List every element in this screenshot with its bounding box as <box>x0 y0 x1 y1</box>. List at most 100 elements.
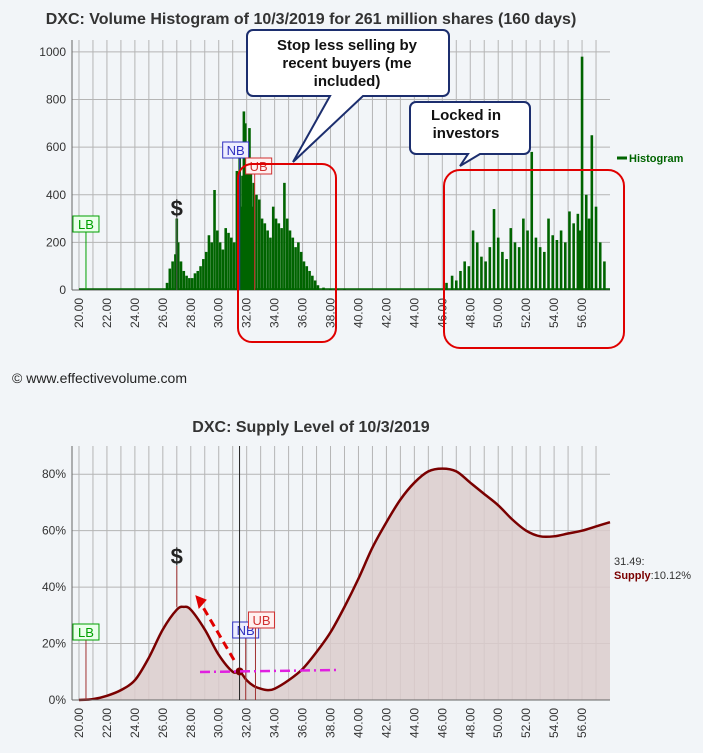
histogram-bar <box>243 123 247 290</box>
histogram-bar <box>505 259 508 290</box>
histogram-bar <box>199 266 202 290</box>
histogram-bar <box>459 270 462 290</box>
histogram-bar <box>227 232 230 290</box>
x-tick-label: 26.00 <box>156 708 170 738</box>
histogram-bar <box>260 218 264 290</box>
current-supply-readout: Supply:10.12% <box>614 570 691 582</box>
histogram-bar <box>311 275 314 290</box>
y-tick-label: 1000 <box>39 45 66 59</box>
histogram-bar <box>559 230 563 290</box>
highlight-box-recent-buyers <box>237 163 337 343</box>
histogram-bar <box>235 170 239 290</box>
annotation-label: NB <box>227 143 245 158</box>
x-tick-label: 28.00 <box>184 708 198 738</box>
x-tick-label: 24.00 <box>128 708 142 738</box>
histogram-bar <box>336 289 339 290</box>
callout-text: Stop less selling by <box>277 37 418 54</box>
histogram-bar <box>526 230 529 290</box>
y-tick-label: 80% <box>42 467 66 481</box>
callout-text: investors <box>433 125 500 142</box>
x-tick-label: 46.00 <box>435 708 449 738</box>
histogram-bar <box>277 223 281 290</box>
histogram-bar <box>322 287 325 290</box>
histogram-bar <box>329 288 332 290</box>
histogram-bar <box>221 249 225 290</box>
trend-arrow-line <box>198 601 236 661</box>
histogram-bar <box>274 218 278 290</box>
histogram-title: DXC: Volume Histogram of 10/3/2019 for 2… <box>46 11 577 28</box>
histogram-bar <box>568 211 571 290</box>
histogram-bar <box>492 209 496 290</box>
y-tick-label: 40% <box>42 580 66 594</box>
supply-title: DXC: Supply Level of 10/3/2019 <box>192 419 430 436</box>
histogram-bar <box>242 111 246 290</box>
x-tick-label: 54.00 <box>547 298 561 328</box>
histogram-bar <box>471 230 475 290</box>
histogram-bar <box>230 237 233 290</box>
histogram-bar <box>294 247 297 290</box>
histogram-bar <box>216 230 219 290</box>
histogram-bar <box>598 242 602 290</box>
x-tick-label: 52.00 <box>519 298 533 328</box>
y-tick-label: 600 <box>46 140 66 154</box>
histogram-bar <box>580 56 584 290</box>
callout-text: recent buyers (me <box>282 55 411 72</box>
x-tick-label: 22.00 <box>100 298 114 328</box>
histogram-bar <box>266 230 269 290</box>
copyright-text: © www.effectivevolume.com <box>12 370 188 386</box>
supply-line <box>78 467 611 702</box>
y-tick-label: 800 <box>46 93 66 107</box>
histogram-bar <box>171 261 174 290</box>
x-tick-label: 46.00 <box>435 298 449 328</box>
annotation-box <box>222 141 250 159</box>
y-tick-label: 400 <box>46 188 66 202</box>
histogram-bar <box>196 270 200 290</box>
x-tick-label: 34.00 <box>268 708 282 738</box>
y-tick-label: 0 <box>59 283 66 297</box>
histogram-bar <box>232 242 236 290</box>
x-tick-label: 32.00 <box>240 298 254 328</box>
histogram-bar <box>445 282 448 290</box>
histogram-bar <box>210 242 214 290</box>
histogram-bar <box>563 242 567 290</box>
callout-text: included) <box>314 73 381 90</box>
current-supply-marker <box>235 667 244 676</box>
supply-area <box>78 468 611 700</box>
histogram-bar <box>467 266 471 290</box>
x-tick-label: 42.00 <box>379 708 393 738</box>
histogram-bar <box>576 213 580 290</box>
histogram-bar <box>513 242 517 290</box>
histogram-bar <box>249 173 253 290</box>
histogram-bar <box>271 206 275 290</box>
legend-label: Histogram <box>629 153 684 165</box>
annotation-box <box>72 215 100 233</box>
histogram-bar <box>584 194 588 290</box>
x-tick-label: 20.00 <box>72 298 86 328</box>
histogram-bar <box>530 151 534 290</box>
x-tick-label: 26.00 <box>156 298 170 328</box>
histogram-bar <box>288 230 292 290</box>
histogram-bar <box>218 242 222 290</box>
histogram-bar <box>484 261 487 290</box>
histogram-bar <box>475 242 479 290</box>
histogram-bar <box>299 251 303 290</box>
histogram-bar <box>517 247 521 290</box>
histogram-bar <box>176 242 180 290</box>
x-tick-label: 20.00 <box>72 708 86 738</box>
histogram-bar <box>257 199 261 290</box>
x-tick-label: 50.00 <box>491 708 505 738</box>
histogram-plot: 0 200 400 600 800 1000 20.00 22.00 24.00 26.00 28.… <box>39 29 684 349</box>
histogram-bar <box>590 135 594 290</box>
x-tick-label: 30.00 <box>212 298 226 328</box>
trend-arrow-head <box>195 595 207 610</box>
histogram-bar <box>543 251 546 290</box>
histogram-bar <box>245 147 248 290</box>
histogram-bar <box>207 235 211 290</box>
callout-bubble <box>409 101 531 167</box>
histogram-bar <box>285 218 289 290</box>
histogram-bar <box>291 237 295 290</box>
x-tick-label: 22.00 <box>100 708 114 738</box>
